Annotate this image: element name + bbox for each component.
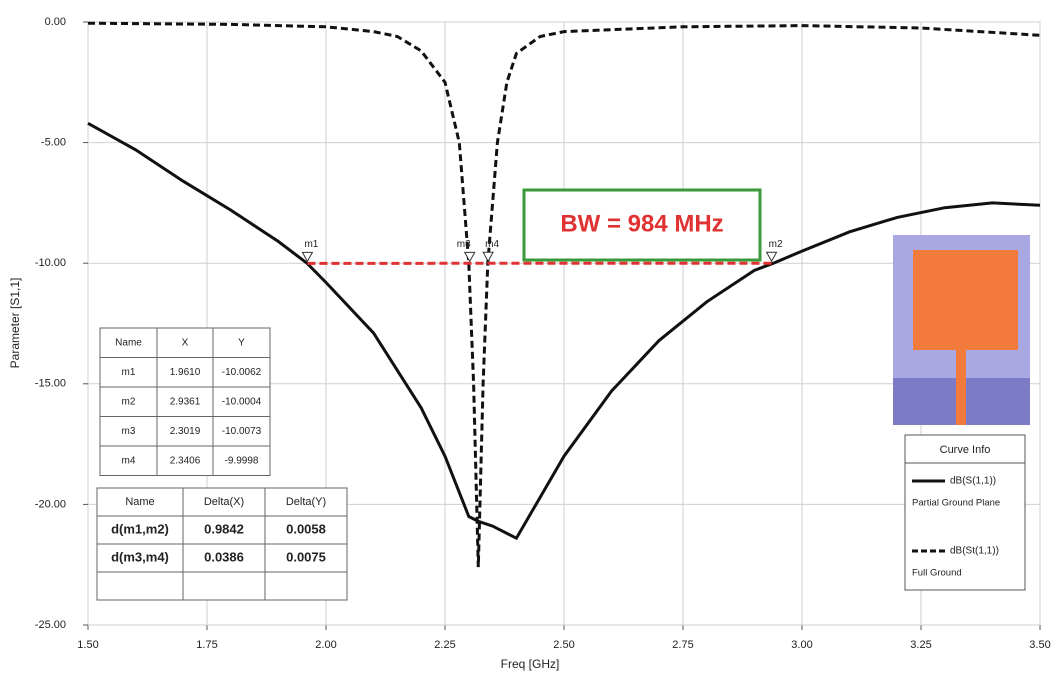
- table-header: Y: [238, 337, 245, 348]
- marker: [765, 251, 778, 263]
- x-tick-label: 3.50: [1029, 639, 1050, 651]
- y-axis-title: Parameter [S1,1]: [8, 278, 22, 369]
- table-cell: 2.3019: [170, 426, 201, 437]
- series-line: [87, 121, 1041, 541]
- x-tick-label: 2.25: [434, 639, 455, 651]
- x-tick-label: 2.75: [672, 639, 693, 651]
- x-tick-label: 3.00: [791, 639, 812, 651]
- legend-label: dB(St(1,1)): [950, 546, 999, 557]
- legend: Curve Info dB(S(1,1)) Partial Ground Plan…: [904, 434, 1026, 591]
- table-cell: m3: [122, 426, 136, 437]
- annotation-group: BW = 984 MHz: [522, 188, 762, 262]
- table-cell: -10.0004: [222, 396, 262, 407]
- y-tick-label: -20.00: [35, 498, 66, 510]
- table-cell: 0.0386: [204, 549, 244, 564]
- table-header: Delta(Y): [286, 496, 326, 508]
- marker: [463, 251, 476, 263]
- table-cell: 2.9361: [170, 396, 201, 407]
- legend-note: Partial Ground Plane: [912, 498, 1000, 509]
- table-cell: -9.9998: [225, 455, 259, 466]
- table-cell: 2.3406: [170, 455, 201, 466]
- marker: [301, 251, 314, 263]
- marker-label: m3: [457, 239, 471, 250]
- y-tick-label: -5.00: [41, 137, 66, 149]
- x-tick-label: 3.25: [910, 639, 931, 651]
- table-cell: 0.0075: [286, 549, 326, 564]
- marker-table: [99, 327, 271, 476]
- x-tick-label: 1.75: [196, 639, 217, 651]
- table-header: Name: [115, 337, 142, 348]
- table-cell: d(m1,m2): [111, 521, 169, 536]
- x-tick-label: 2.50: [553, 639, 574, 651]
- inset-feed: [956, 350, 966, 425]
- grid: 1.50 1.75 2.00 2.25 2.50 2.75 3.00 3.25 3.50 0.00…: [35, 16, 1051, 651]
- table-cell: -10.0062: [222, 367, 262, 378]
- x-axis-title: Freq [GHz]: [501, 657, 560, 671]
- table-header: Delta(X): [204, 496, 244, 508]
- marker: [482, 251, 494, 263]
- table-cell: -10.0073: [222, 426, 262, 437]
- y-tick-label: 0.00: [45, 16, 66, 28]
- annotation: BW = 984 MHz: [560, 210, 723, 237]
- marker-label: m1: [304, 239, 318, 250]
- table-cell: m4: [122, 455, 136, 466]
- x-tick-label: 2.00: [315, 639, 336, 651]
- legend-box: [904, 434, 1026, 591]
- legend-title: Curve Info: [940, 444, 991, 456]
- y-tick-label: -25.00: [35, 619, 66, 631]
- marker-label: m2: [769, 239, 783, 250]
- curves: m1 m2 m3 m4: [87, 21, 1041, 568]
- legend-note: Full Ground: [912, 568, 962, 579]
- y-tick-label: -10.00: [35, 257, 66, 269]
- inset-patch: [913, 250, 1018, 350]
- x-tick-label: 1.50: [77, 639, 98, 651]
- marker-label: m4: [485, 239, 499, 250]
- series-line: [87, 21, 1041, 568]
- annotation-box: [522, 188, 762, 262]
- table-cell: m1: [122, 367, 136, 378]
- antenna-inset: [893, 235, 1030, 425]
- table-cell: d(m3,m4): [111, 549, 169, 564]
- table-cell: 1.9610: [170, 367, 201, 378]
- table-header: Name: [125, 496, 154, 508]
- table-header: X: [182, 337, 189, 348]
- legend-label: dB(S(1,1)): [950, 476, 996, 487]
- table-cell: 0.9842: [204, 521, 244, 536]
- table-cell: m2: [122, 396, 136, 407]
- tables: Name X Ym1 1.9610 -10.0062 m2 2.9361 -10.0004 m3…: [96, 327, 348, 601]
- table-cell: 0.0058: [286, 521, 326, 536]
- y-tick-label: -15.00: [35, 378, 66, 390]
